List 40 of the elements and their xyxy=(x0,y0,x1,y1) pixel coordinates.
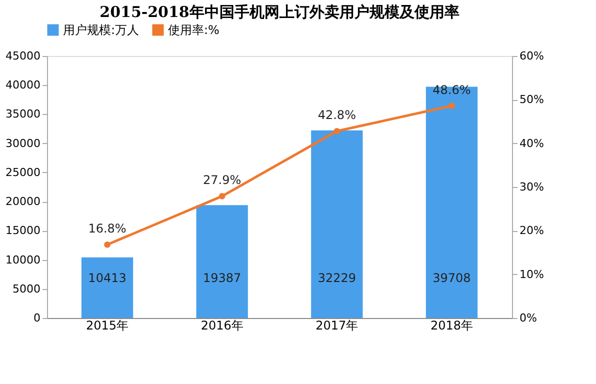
chart-title: 2015-2018年中国手机网上订外卖用户规模及使用率 xyxy=(100,3,460,21)
data-label: 10413 xyxy=(88,271,126,285)
data-label: 32229 xyxy=(318,271,356,285)
point xyxy=(334,128,340,134)
y-tick-label: 5000 xyxy=(12,282,40,296)
y2-tick-label: 40% xyxy=(520,136,544,150)
bar xyxy=(311,130,363,318)
legend-label: 用户规模:万人 xyxy=(63,23,140,37)
y-tick-label: 25000 xyxy=(6,166,40,179)
y-tick-label: 15000 xyxy=(6,224,40,238)
x-tick-label: 2018年 xyxy=(430,318,473,332)
y-tick-label: 35000 xyxy=(6,108,40,121)
legend-label: 使用率:% xyxy=(168,23,220,37)
data-label: 27.9% xyxy=(203,173,242,188)
data-label: 48.6% xyxy=(432,82,471,97)
data-label: 42.8% xyxy=(318,108,356,122)
point xyxy=(104,241,110,248)
y2-tick-label: 60% xyxy=(520,50,544,62)
y-tick-label: 0 xyxy=(34,312,40,324)
y-tick-label: 45000 xyxy=(6,50,40,62)
y2-tick-label: 10% xyxy=(520,268,544,281)
y-tick-label: 10000 xyxy=(6,253,40,266)
data-label: 39708 xyxy=(432,271,471,285)
y2-tick-label: 50% xyxy=(520,93,544,106)
x-tick-label: 2016年 xyxy=(200,318,244,332)
bar xyxy=(81,257,134,318)
y-tick-label: 40000 xyxy=(6,78,40,92)
data-label: 19387 xyxy=(203,271,242,285)
bar xyxy=(196,205,248,318)
bar xyxy=(426,86,478,318)
x-tick-label: 2015年 xyxy=(86,318,129,332)
data-label: 16.8% xyxy=(88,222,126,236)
y2-tick-label: 30% xyxy=(520,180,544,194)
y-tick-label: 30000 xyxy=(6,136,40,150)
x-tick-label: 2017年 xyxy=(316,318,358,332)
y-tick-label: 20000 xyxy=(6,195,40,208)
point xyxy=(448,102,455,109)
y2-tick-label: 0% xyxy=(520,312,537,324)
point xyxy=(218,193,226,200)
y2-tick-label: 20% xyxy=(520,224,544,238)
